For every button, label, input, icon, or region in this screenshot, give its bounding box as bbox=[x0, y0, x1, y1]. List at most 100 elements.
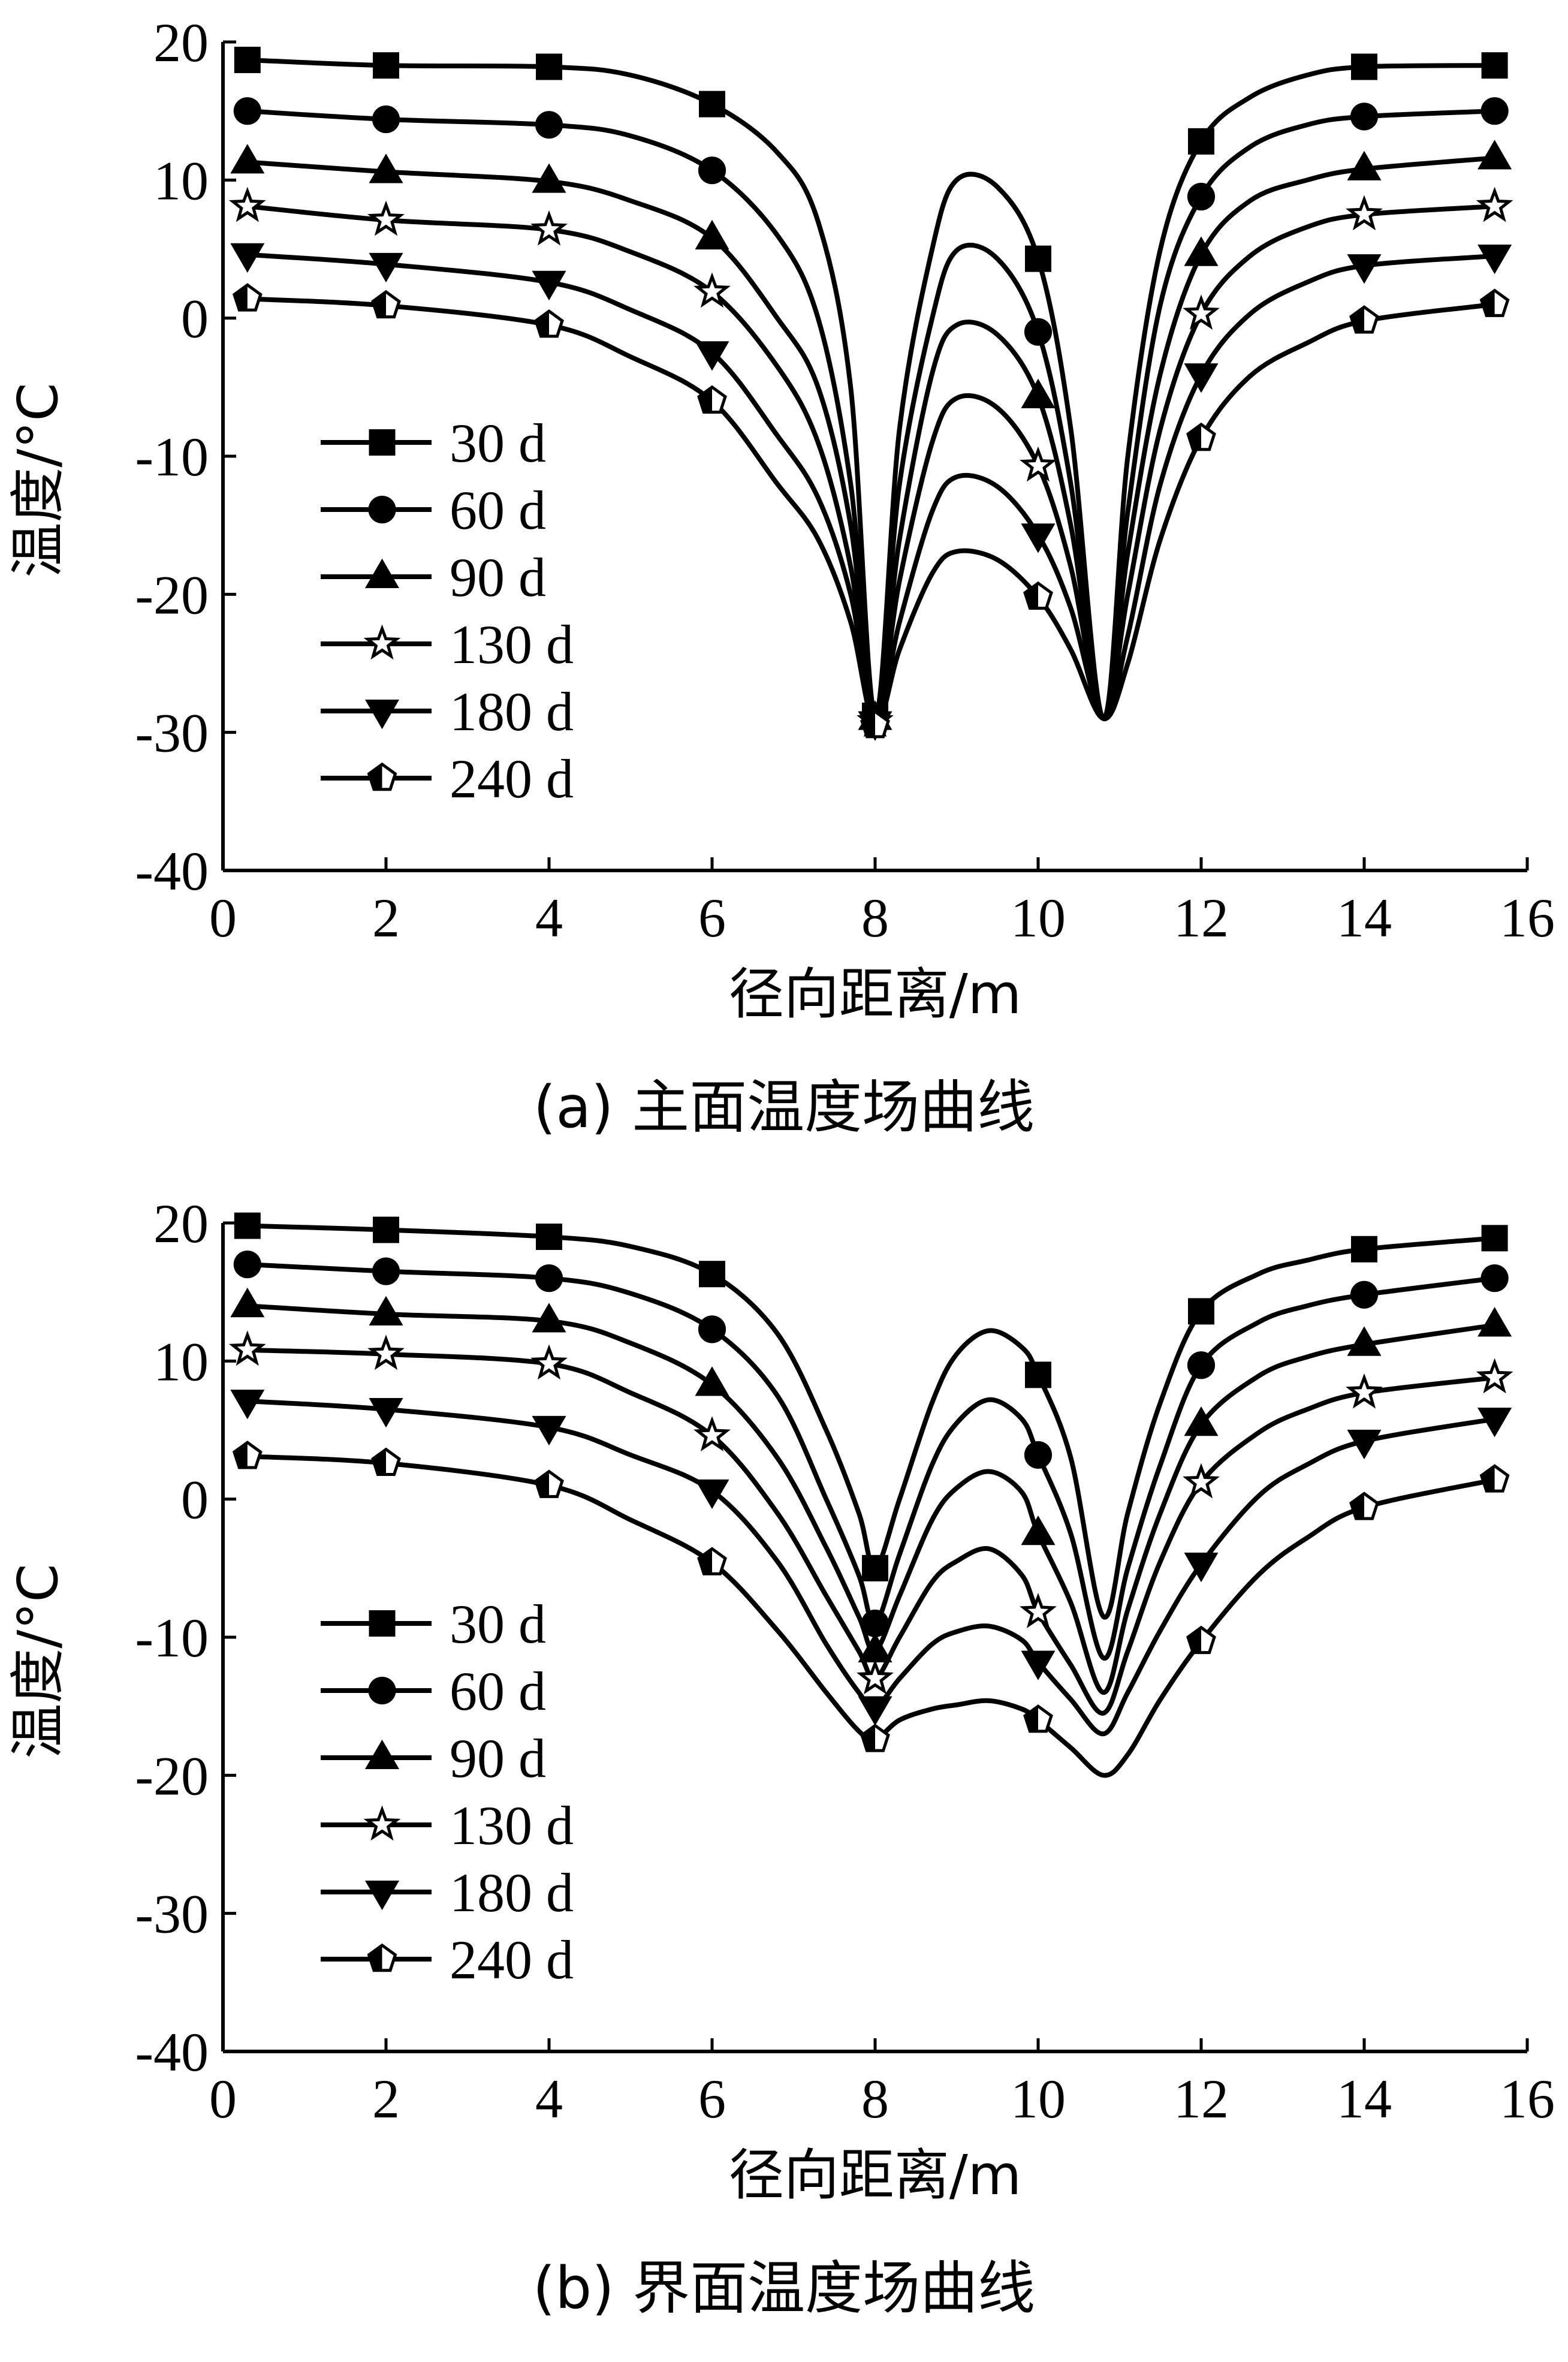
data-point bbox=[857, 1659, 894, 1695]
y-axis-title: 温度/°C bbox=[6, 1563, 70, 1758]
series bbox=[232, 283, 1510, 739]
data-point bbox=[1020, 446, 1057, 482]
data-point bbox=[858, 1696, 892, 1726]
x-tick-label: 10 bbox=[1011, 887, 1066, 948]
series bbox=[230, 140, 1512, 730]
legend-item: 90 d bbox=[321, 547, 546, 608]
data-point bbox=[695, 219, 729, 250]
data-point bbox=[1188, 1298, 1214, 1325]
y-tick-label: 10 bbox=[153, 150, 209, 211]
data-point bbox=[1346, 1373, 1383, 1409]
data-point bbox=[1477, 1307, 1512, 1337]
data-point bbox=[1347, 1429, 1382, 1460]
chart-panel-b: 0 2 4 6 8 10 12 14 16 -40 -30 -20 -10 0 10 20 径向距离/m 温度/°… bbox=[0, 1181, 1568, 2362]
x-tick-label: 10 bbox=[1011, 2068, 1066, 2129]
data-point-shade bbox=[862, 712, 875, 737]
axes: 0 2 4 6 8 10 12 14 16 -40 -30 -20 -10 0 10 20 bbox=[135, 1193, 1555, 2129]
data-point bbox=[230, 243, 265, 273]
data-point bbox=[367, 200, 405, 236]
chart-panel-a: 0 2 4 6 8 10 12 14 16 -40 -30 -20 -10 0 10 20 径向距离/m 温度/°… bbox=[6, 12, 1555, 1141]
data-point bbox=[1351, 53, 1377, 80]
series-line bbox=[245, 252, 1497, 725]
legend-item: 240 d bbox=[321, 1929, 574, 1990]
y-tick-label: -30 bbox=[135, 1884, 209, 1945]
x-tick-label: 0 bbox=[209, 2068, 237, 2129]
data-point bbox=[693, 272, 731, 308]
data-point bbox=[1024, 1441, 1053, 1469]
data-point bbox=[1480, 1264, 1509, 1293]
data-point bbox=[233, 1251, 261, 1279]
data-point bbox=[698, 1315, 726, 1343]
data-point bbox=[1476, 186, 1513, 222]
y-tick-label: -10 bbox=[135, 1607, 209, 1668]
data-point bbox=[230, 144, 265, 174]
data-point bbox=[1183, 294, 1220, 330]
data-point-shade bbox=[862, 1725, 875, 1751]
x-axis-title: 径向距离/m bbox=[729, 2143, 1022, 2207]
legend-label: 130 d bbox=[450, 614, 574, 675]
x-tick-label: 2 bbox=[372, 887, 400, 948]
legend-label: 180 d bbox=[450, 1862, 574, 1923]
data-point bbox=[535, 111, 563, 139]
x-axis-title: 径向距离/m bbox=[729, 962, 1022, 1026]
y-tick-label: 20 bbox=[153, 12, 209, 73]
series-line bbox=[245, 1262, 1497, 1661]
data-point bbox=[699, 91, 725, 118]
series-line bbox=[245, 1399, 1497, 1737]
y-tick-label: -20 bbox=[135, 1745, 209, 1806]
x-tick-label: 2 bbox=[372, 2068, 400, 2129]
y-tick-label: -30 bbox=[135, 703, 209, 764]
data-point bbox=[1477, 245, 1512, 275]
data-point bbox=[230, 1390, 265, 1420]
data-point bbox=[532, 1303, 566, 1333]
legend-marker bbox=[364, 1739, 400, 1769]
data-point bbox=[1351, 1236, 1377, 1263]
data-point bbox=[1021, 1515, 1056, 1545]
series-line bbox=[245, 155, 1497, 721]
data-point bbox=[530, 210, 568, 246]
series bbox=[234, 1212, 1508, 1620]
data-point bbox=[1476, 1358, 1513, 1394]
legend-marker-shade bbox=[369, 1945, 382, 1971]
series bbox=[232, 1441, 1510, 1778]
legend-marker-shade bbox=[369, 764, 382, 790]
data-point bbox=[1183, 1463, 1220, 1499]
data-point bbox=[535, 1264, 563, 1293]
data-point bbox=[234, 1212, 261, 1239]
figure-caption: (b) 界面温度场曲线 bbox=[533, 2255, 1035, 2322]
series bbox=[230, 1390, 1512, 1737]
series bbox=[230, 243, 1512, 741]
data-point bbox=[1187, 1351, 1216, 1379]
legend-marker bbox=[369, 429, 396, 456]
legend-label: 60 d bbox=[450, 480, 546, 541]
data-point bbox=[1481, 52, 1508, 79]
data-point bbox=[228, 1330, 266, 1366]
data-point bbox=[536, 53, 562, 80]
legend-label: 90 d bbox=[450, 1728, 546, 1789]
data-point bbox=[532, 1415, 566, 1446]
data-point bbox=[1184, 363, 1219, 393]
series-line bbox=[245, 57, 1497, 721]
data-point-shade bbox=[1025, 583, 1038, 608]
y-tick-label: -40 bbox=[135, 2021, 209, 2083]
x-tick-label: 14 bbox=[1337, 2068, 1392, 2129]
data-point-shade bbox=[234, 285, 248, 311]
legend-label: 30 d bbox=[450, 1593, 546, 1655]
legend-label: 30 d bbox=[450, 412, 546, 474]
data-point bbox=[1477, 140, 1512, 170]
data-point bbox=[1024, 318, 1053, 346]
y-tick-label: -20 bbox=[135, 564, 209, 625]
data-point bbox=[1350, 103, 1379, 131]
data-point bbox=[1021, 1650, 1056, 1680]
data-point bbox=[1184, 1552, 1219, 1583]
x-tick-label: 16 bbox=[1500, 2068, 1555, 2129]
data-point bbox=[1347, 1326, 1382, 1356]
legend-item: 30 d bbox=[321, 1593, 546, 1655]
figure-caption: (a) 主面温度场曲线 bbox=[533, 1074, 1035, 1141]
data-point bbox=[695, 341, 729, 371]
x-tick-label: 8 bbox=[861, 2068, 889, 2129]
y-tick-label: 0 bbox=[181, 1469, 209, 1531]
data-point bbox=[228, 186, 266, 222]
legend-marker bbox=[368, 495, 396, 524]
